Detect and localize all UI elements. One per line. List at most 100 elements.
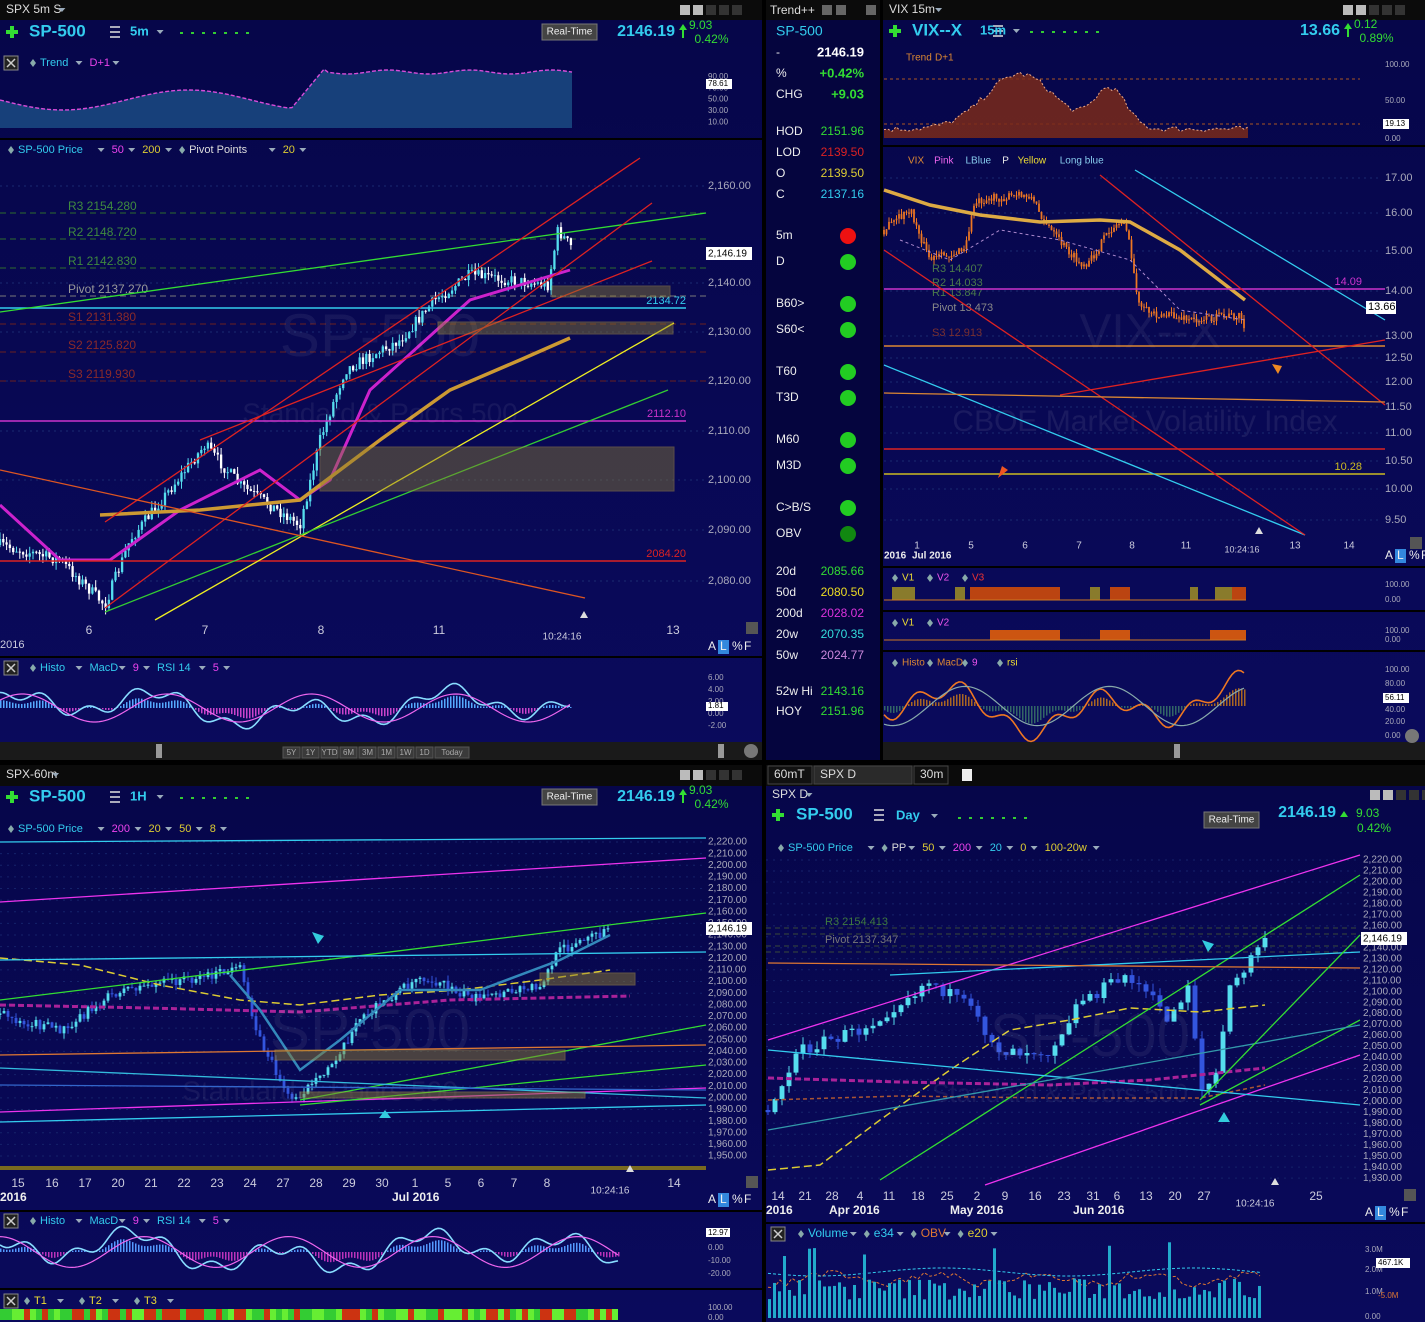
corner-toggle[interactable]: F (744, 639, 751, 653)
tab[interactable] (913, 765, 949, 785)
study-label[interactable]: Long blue (1060, 156, 1104, 167)
study-label[interactable]: 5 (213, 662, 219, 674)
study-label[interactable]: V1 (902, 618, 915, 629)
study-label[interactable]: 8 (210, 823, 216, 835)
study-label[interactable]: e20 (968, 1226, 988, 1240)
range-label[interactable]: 5Y (287, 748, 297, 757)
study-label[interactable]: MacD (90, 662, 119, 674)
dropdown-arrow[interactable] (938, 846, 946, 850)
study-label[interactable]: D+1 (935, 53, 954, 64)
study-label[interactable]: V2 (937, 618, 950, 629)
corner-toggle[interactable]: % (1389, 1205, 1400, 1219)
draw-tool[interactable] (1410, 537, 1422, 549)
range-button[interactable] (282, 746, 301, 759)
add-icon[interactable] (776, 809, 780, 821)
study-label[interactable]: 50 (179, 823, 191, 835)
window-button[interactable] (836, 5, 846, 15)
dropdown-arrow[interactable] (57, 1299, 64, 1303)
dropdown-arrow[interactable] (268, 148, 276, 152)
study-label[interactable]: 20 (990, 842, 1002, 854)
dropdown-arrow[interactable] (165, 827, 173, 831)
range-label[interactable]: 1D (419, 748, 429, 757)
study-label[interactable]: RSI 14 (157, 662, 191, 674)
window-button[interactable] (1382, 5, 1392, 15)
study-label[interactable]: SP-500 Price (18, 823, 83, 835)
window-button[interactable] (680, 770, 690, 780)
study-label[interactable]: RSI 14 (157, 1215, 191, 1227)
window-button[interactable] (822, 5, 832, 15)
study-label[interactable]: T2 (89, 1295, 102, 1307)
range-label[interactable]: Today (441, 748, 462, 757)
study-label[interactable]: rsi (1007, 658, 1018, 669)
study-label[interactable]: V1 (902, 573, 915, 584)
range-button[interactable] (434, 746, 470, 759)
range-label[interactable]: 6M (343, 748, 354, 757)
add-icon[interactable] (10, 791, 14, 803)
range-label[interactable]: 3M (362, 748, 373, 757)
dropdown-arrow[interactable] (156, 30, 164, 34)
dropdown-arrow[interactable] (143, 1219, 150, 1223)
window-button[interactable] (1369, 5, 1379, 15)
study-label[interactable]: 9 (133, 1215, 139, 1227)
dropdown-arrow[interactable] (75, 61, 83, 65)
study-label[interactable]: 5 (213, 1215, 219, 1227)
dropdown-arrow[interactable] (896, 1232, 904, 1236)
dropdown-arrow[interactable] (849, 1232, 857, 1236)
dropdown-arrow[interactable] (975, 846, 983, 850)
tab-label[interactable]: 60mT (774, 767, 805, 781)
study-label[interactable]: 0 (1020, 842, 1026, 854)
dropdown-arrow[interactable] (97, 827, 105, 831)
study-label[interactable]: P (1002, 156, 1009, 167)
study-label[interactable]: MacD (937, 658, 963, 669)
tab-icon[interactable] (962, 769, 972, 781)
corner-toggle[interactable]: A (708, 639, 716, 653)
window-button[interactable] (1383, 790, 1393, 800)
corner-toggle[interactable]: % (732, 639, 743, 653)
dropdown-arrow[interactable] (908, 846, 916, 850)
study-label[interactable]: Pivot Points (189, 144, 248, 156)
corner-toggle[interactable]: L (1377, 1205, 1384, 1219)
study-label[interactable]: 50 (112, 144, 124, 156)
add-icon[interactable] (10, 26, 14, 38)
range-label[interactable]: YTD (322, 748, 338, 757)
study-label[interactable]: Trend (40, 57, 68, 69)
corner-toggle[interactable]: L (1397, 548, 1404, 562)
draw-tool[interactable] (746, 1176, 758, 1188)
window-button[interactable] (1370, 790, 1380, 800)
tab[interactable] (813, 765, 913, 785)
corner-toggle[interactable]: F (1401, 1205, 1408, 1219)
range-button[interactable] (377, 746, 396, 759)
window-button[interactable] (706, 770, 716, 780)
dropdown-arrow[interactable] (75, 1219, 83, 1223)
window-button[interactable] (1422, 790, 1425, 800)
scrollbar[interactable] (0, 1166, 706, 1170)
study-label[interactable]: V3 (972, 573, 985, 584)
range-label[interactable]: 1Y (306, 748, 316, 757)
tab-label[interactable]: SPX D (820, 767, 856, 781)
range-button[interactable] (339, 746, 358, 759)
scroll-button[interactable] (744, 744, 758, 758)
scrollbar[interactable] (883, 742, 1425, 760)
window-button[interactable] (719, 5, 729, 15)
range-button[interactable] (396, 746, 415, 759)
window-button[interactable] (732, 770, 742, 780)
dropdown-arrow[interactable] (990, 1232, 998, 1236)
dropdown-arrow[interactable] (198, 1219, 206, 1223)
scroll-handle[interactable] (156, 744, 162, 758)
dropdown-arrow[interactable] (198, 666, 206, 670)
dropdown-arrow[interactable] (223, 1219, 231, 1223)
dropdown-arrow[interactable] (118, 1219, 126, 1223)
study-label[interactable]: Pink (934, 156, 954, 167)
study-label[interactable]: V2 (937, 573, 950, 584)
study-label[interactable]: 50 (922, 842, 934, 854)
range-button[interactable] (358, 746, 377, 759)
window-button[interactable] (1396, 790, 1406, 800)
draw-tool[interactable] (746, 622, 758, 634)
study-label[interactable]: 200 (953, 842, 971, 854)
corner-toggle[interactable]: L (720, 639, 727, 653)
study-label[interactable]: Histo (40, 662, 65, 674)
study-label[interactable]: Histo (40, 1215, 65, 1227)
dropdown-arrow[interactable] (867, 846, 875, 850)
study-label[interactable]: 20 (149, 823, 161, 835)
interval[interactable]: Day (896, 807, 921, 822)
